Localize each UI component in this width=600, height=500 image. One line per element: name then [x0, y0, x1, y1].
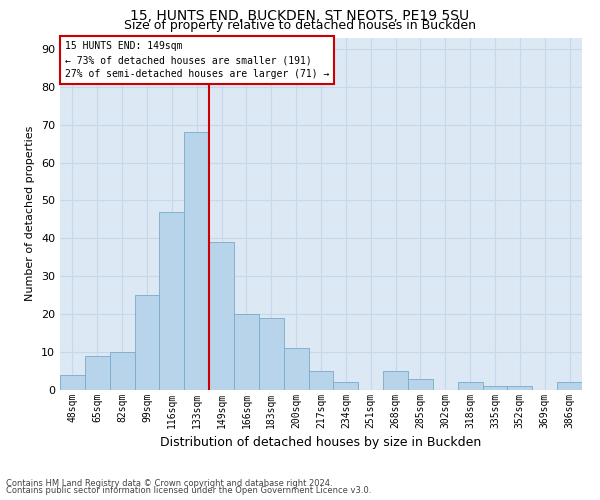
- X-axis label: Distribution of detached houses by size in Buckden: Distribution of detached houses by size …: [160, 436, 482, 450]
- Bar: [209, 242, 234, 390]
- Text: Contains public sector information licensed under the Open Government Licence v3: Contains public sector information licen…: [6, 486, 371, 495]
- Bar: [234, 314, 259, 390]
- Bar: [160, 212, 184, 390]
- Bar: [134, 295, 160, 390]
- Text: Size of property relative to detached houses in Buckden: Size of property relative to detached ho…: [124, 19, 476, 32]
- Bar: [184, 132, 209, 390]
- Text: 15 HUNTS END: 149sqm
← 73% of detached houses are smaller (191)
27% of semi-deta: 15 HUNTS END: 149sqm ← 73% of detached h…: [65, 41, 329, 79]
- Bar: [557, 382, 582, 390]
- Bar: [60, 375, 85, 390]
- Bar: [259, 318, 284, 390]
- Bar: [458, 382, 482, 390]
- Text: 15, HUNTS END, BUCKDEN, ST NEOTS, PE19 5SU: 15, HUNTS END, BUCKDEN, ST NEOTS, PE19 5…: [130, 9, 470, 23]
- Bar: [85, 356, 110, 390]
- Bar: [508, 386, 532, 390]
- Bar: [383, 371, 408, 390]
- Bar: [284, 348, 308, 390]
- Bar: [308, 371, 334, 390]
- Text: Contains HM Land Registry data © Crown copyright and database right 2024.: Contains HM Land Registry data © Crown c…: [6, 478, 332, 488]
- Y-axis label: Number of detached properties: Number of detached properties: [25, 126, 35, 302]
- Bar: [482, 386, 508, 390]
- Bar: [110, 352, 134, 390]
- Bar: [408, 378, 433, 390]
- Bar: [334, 382, 358, 390]
